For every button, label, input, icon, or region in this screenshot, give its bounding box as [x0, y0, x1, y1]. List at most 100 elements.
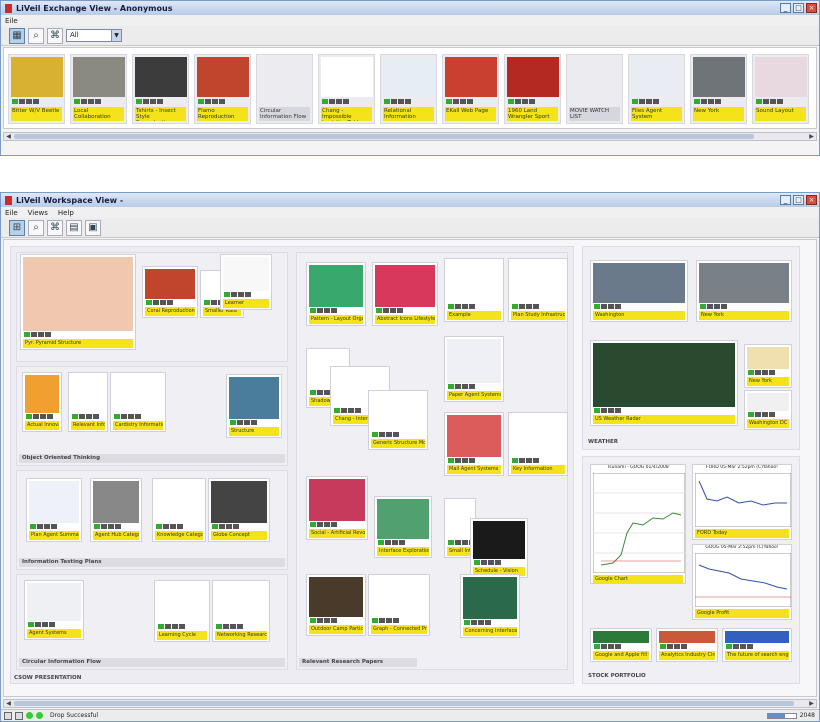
scroll-thumb[interactable] [14, 134, 754, 139]
menu-views[interactable]: Views [27, 208, 48, 217]
item-action-icons[interactable] [26, 414, 53, 419]
grid-view-button[interactable]: ▦ [9, 27, 25, 44]
item-action-icons[interactable] [230, 420, 257, 425]
scroll-right-icon[interactable]: ▶ [809, 700, 814, 707]
workspace-item-usa[interactable]: US Weather Radar [590, 340, 738, 426]
zoom-slider[interactable] [766, 712, 797, 719]
item-action-icons[interactable] [24, 332, 51, 337]
workspace-item-abstract[interactable]: Abstract Icons Lifestyle and Signs [372, 262, 438, 326]
item-action-icons[interactable] [448, 458, 475, 463]
item-action-icons[interactable] [594, 408, 621, 413]
workspace-item-connect2[interactable]: Graph - Connected Projects [368, 574, 430, 636]
search-button[interactable]: ⌕ [28, 219, 44, 236]
card-action-icons[interactable] [756, 99, 783, 104]
workspace-item-ny[interactable]: New York [696, 260, 792, 322]
card-action-icons[interactable] [322, 99, 349, 104]
item-action-icons[interactable] [94, 524, 121, 529]
workspace-item-cam1[interactable]: Google and Apple fill their shares [590, 628, 652, 662]
card-action-icons[interactable] [508, 99, 535, 104]
exchange-card[interactable]: Flamo Reproduction [194, 54, 251, 124]
card-action-icons[interactable] [694, 99, 721, 104]
item-action-icons[interactable] [512, 304, 539, 309]
workspace-item-flow1[interactable]: Learner [220, 254, 272, 310]
ford-chart[interactable]: FORD 05-Mar 2:52pm (C)Yahoo! FORD Today [692, 464, 792, 540]
item-action-icons[interactable] [224, 292, 251, 297]
workspace-item-ky[interactable]: Key Information [508, 412, 568, 476]
scroll-right-icon[interactable]: ▶ [809, 133, 814, 140]
workspace-titlebar[interactable]: LiVeil Workspace View - _ □ × [1, 193, 819, 207]
exchange-card[interactable]: EKall Web Page [442, 54, 499, 124]
item-action-icons[interactable] [464, 620, 491, 625]
exchange-card[interactable]: 1960 Land Wrangler Sport [504, 54, 561, 124]
card-action-icons[interactable] [632, 99, 659, 104]
workspace-item-globe[interactable]: Globe Concept [208, 478, 270, 542]
card-action-icons[interactable] [74, 99, 101, 104]
menu-file[interactable]: Eile [5, 208, 18, 217]
minimize-button[interactable]: _ [780, 3, 791, 13]
item-action-icons[interactable] [448, 384, 475, 389]
workspace-item-sunny[interactable]: New York [744, 344, 792, 388]
workspace-item-pyramid[interactable]: Pyr. Pyramid Structure [20, 254, 136, 350]
filter-select[interactable]: All ▼ [66, 29, 122, 42]
scroll-left-icon[interactable]: ◀ [6, 700, 11, 707]
layout-button[interactable]: ⊞ [9, 219, 25, 236]
workspace-item-network[interactable]: Networking Research Papers [212, 580, 270, 642]
workspace-item-sch[interactable]: Schedule - Vision [470, 518, 528, 578]
workspace-item-connect[interactable]: Social - Artificial Revolution [306, 476, 368, 540]
item-action-icons[interactable] [594, 644, 621, 649]
item-action-icons[interactable] [212, 524, 239, 529]
workspace-item-structure[interactable]: Structure [226, 374, 282, 438]
workspace-item-pattern[interactable]: Pattern - Layout Organization Tree [306, 262, 366, 326]
workspace-item-ex1[interactable]: Example [444, 258, 504, 322]
exchange-card[interactable]: MOVIE WATCH LIST [566, 54, 623, 124]
workspace-item-ongoing[interactable]: Concerning Interface Context [460, 574, 520, 638]
link-button[interactable]: ⌘ [47, 219, 63, 236]
workspace-item-cam3[interactable]: The future of search engine Insight [722, 628, 792, 662]
minimize-button[interactable]: _ [780, 195, 791, 205]
workspace-item-generic[interactable]: Generic Structure Modeling [368, 390, 428, 450]
item-action-icons[interactable] [30, 524, 57, 529]
search-button[interactable]: ⌕ [28, 27, 44, 44]
workspace-item-cardistry[interactable]: Cardistry Information [110, 372, 166, 432]
item-action-icons[interactable] [448, 304, 475, 309]
scroll-left-icon[interactable]: ◀ [6, 133, 11, 140]
exchange-card[interactable]: Sound Layout [752, 54, 809, 124]
workspace-item-ex2[interactable]: Plan Study Infrastructure [508, 258, 568, 322]
maximize-button[interactable]: □ [793, 3, 804, 13]
workspace-item-cloud[interactable]: Washington DC [744, 390, 792, 430]
item-action-icons[interactable] [28, 622, 55, 627]
workspace-item-agent[interactable]: Agent Systems [24, 580, 84, 640]
workspace-item-coral[interactable]: Coral Reproduction [142, 266, 198, 318]
item-action-icons[interactable] [748, 370, 775, 375]
close-button[interactable]: × [806, 195, 817, 205]
exchange-titlebar[interactable]: LiVeil Exchange View - Anonymous _ □ × [1, 1, 819, 15]
item-action-icons[interactable] [72, 414, 99, 419]
card-action-icons[interactable] [384, 99, 411, 104]
workspace-item-actual[interactable]: Actual Innovation [22, 372, 62, 432]
exchange-card[interactable]: Local Collaboration [70, 54, 127, 124]
item-action-icons[interactable] [146, 300, 173, 305]
maximize-button[interactable]: □ [793, 195, 804, 205]
item-action-icons[interactable] [512, 458, 539, 463]
menu-file[interactable]: Eile [5, 16, 18, 25]
status-square-icon[interactable] [15, 711, 23, 720]
item-action-icons[interactable] [372, 432, 399, 437]
item-action-icons[interactable] [114, 414, 141, 419]
card-action-icons[interactable] [12, 99, 39, 104]
item-action-icons[interactable] [726, 644, 753, 649]
goog-chart[interactable]: Tsunami - GOOG 01/4/2008 Google Chart [590, 464, 686, 584]
card-action-icons[interactable] [198, 99, 225, 104]
workspace-item-shadow[interactable]: Shadow [306, 348, 350, 408]
item-action-icons[interactable] [378, 540, 405, 545]
workspace-item-wash[interactable]: Washington [590, 260, 688, 322]
link-button[interactable]: ⌘ [47, 27, 63, 44]
close-button[interactable]: × [806, 3, 817, 13]
workspace-item-plan[interactable]: Plan Agent Summary [26, 478, 82, 542]
item-action-icons[interactable] [334, 408, 361, 413]
item-action-icons[interactable] [594, 304, 621, 309]
status-square-icon[interactable] [4, 711, 12, 720]
item-action-icons[interactable] [310, 522, 337, 527]
item-action-icons[interactable] [156, 524, 183, 529]
workspace-item-cam2[interactable]: Analytics Industry Circulation [656, 628, 718, 662]
exchange-card[interactable]: Circular Information Flow [256, 54, 313, 124]
